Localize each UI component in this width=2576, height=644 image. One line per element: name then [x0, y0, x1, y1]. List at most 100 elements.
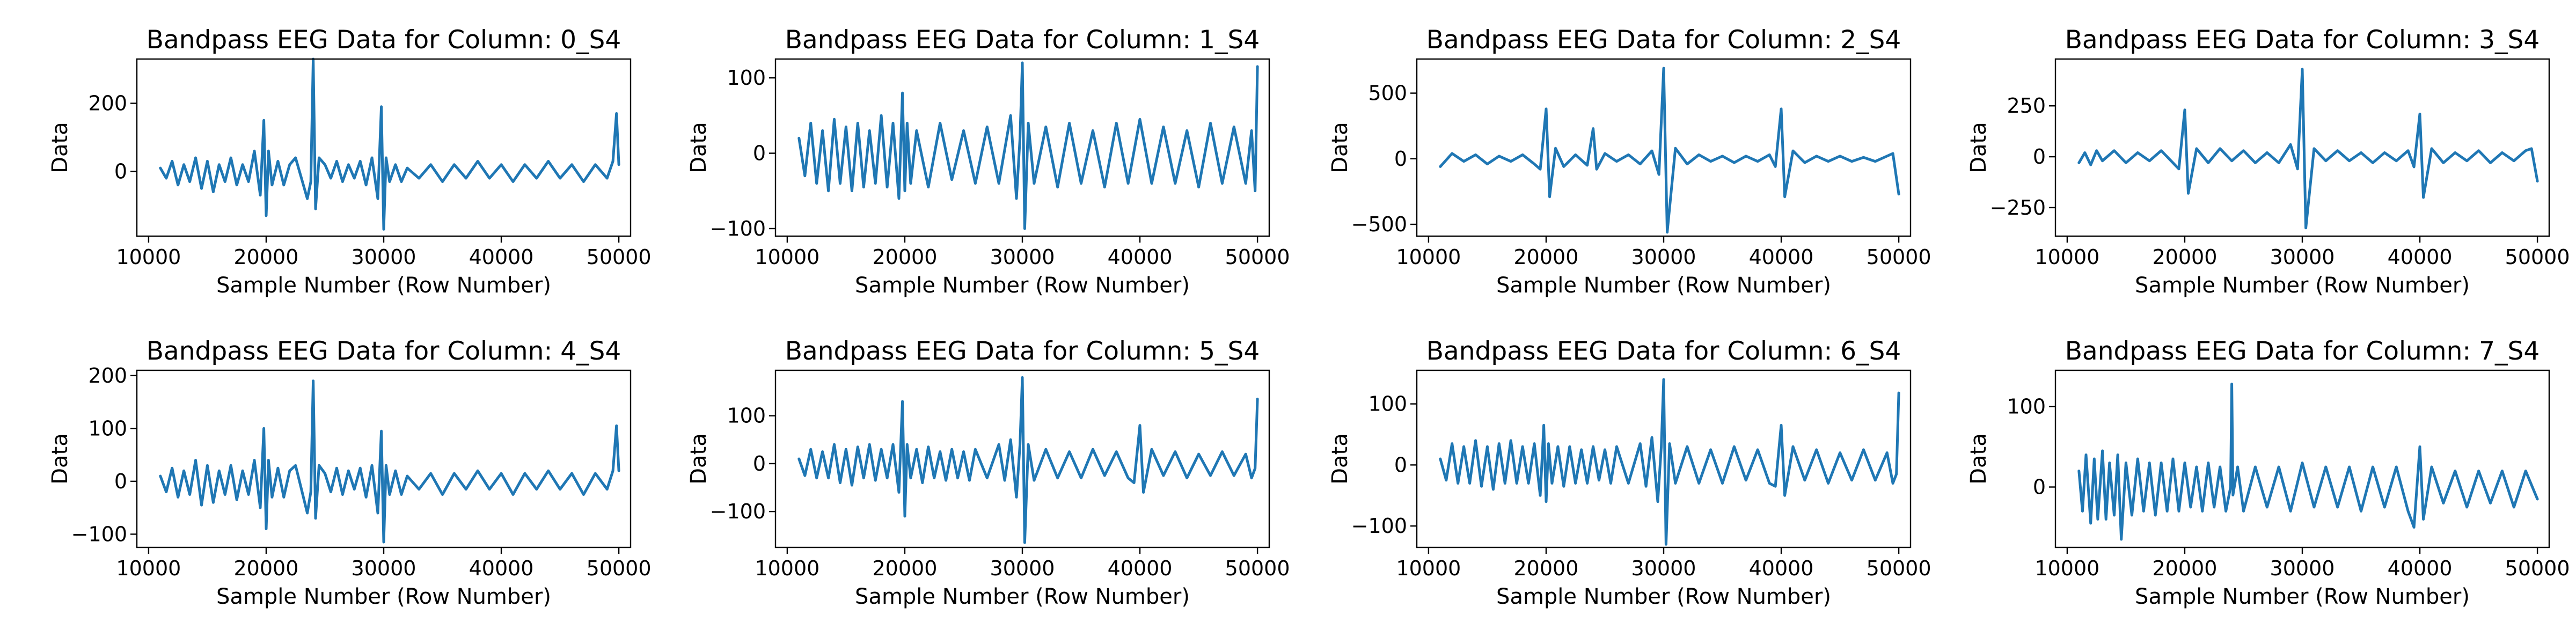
x-tick-label: 10000: [1396, 557, 1461, 580]
x-tick-label: 40000: [1108, 245, 1173, 269]
x-tick-label: 10000: [755, 245, 819, 269]
y-tick-label: 100: [88, 416, 127, 440]
x-tick-label: 50000: [2505, 245, 2570, 269]
y-tick-label: 100: [1368, 392, 1407, 416]
subplot-0: 10000 20000 30000 40000 50000 0 200 Bandpass EE…: [48, 25, 652, 298]
x-tick-label: 10000: [755, 557, 819, 580]
subplot-5: 10000 20000 30000 40000 50000 −100 0 100 Bandpas…: [686, 336, 1290, 609]
x-tick-label: 50000: [1225, 557, 1290, 580]
y-tick-label: 0: [1394, 147, 1407, 171]
y-tick-label: −250: [1990, 196, 2046, 219]
series-line: [159, 57, 620, 231]
x-tick-label: 30000: [1631, 245, 1696, 269]
x-tick-label: 50000: [1867, 557, 1931, 580]
y-tick-label: 0: [1394, 453, 1407, 477]
subplot-title: Bandpass EEG Data for Column: 6_S4: [1426, 336, 1901, 366]
y-tick-label: −100: [710, 500, 766, 523]
x-tick-label: 40000: [1108, 557, 1173, 580]
x-tick-label: 10000: [2035, 245, 2099, 269]
x-axis-label: Sample Number (Row Number): [2135, 273, 2470, 298]
x-tick-label: 20000: [873, 245, 938, 269]
x-tick-label: 30000: [2270, 557, 2335, 580]
y-tick-label: 100: [727, 66, 766, 90]
y-tick-label: 0: [753, 142, 766, 165]
y-axis-label: Data: [1966, 122, 1991, 173]
x-axis-label: Sample Number (Row Number): [855, 584, 1190, 609]
subplot-4: 10000 20000 30000 40000 50000 −100 0 100 200 Band…: [48, 336, 652, 609]
subplot-title: Bandpass EEG Data for Column: 7_S4: [2065, 336, 2540, 366]
series-line: [2077, 68, 2539, 230]
x-tick-label: 50000: [1225, 245, 1290, 269]
x-tick-label: 40000: [469, 557, 534, 580]
x-axis-label: Sample Number (Row Number): [855, 273, 1190, 298]
x-tick-label: 50000: [587, 245, 652, 269]
y-tick-label: 250: [2007, 94, 2046, 118]
y-axis-label: Data: [686, 122, 711, 173]
x-tick-label: 10000: [116, 245, 181, 269]
subplot-title: Bandpass EEG Data for Column: 4_S4: [147, 336, 621, 366]
x-axis-label: Sample Number (Row Number): [216, 584, 551, 609]
y-tick-label: −500: [1351, 213, 1407, 236]
series-line: [797, 61, 1259, 230]
y-axis-label: Data: [48, 433, 72, 485]
y-tick-label: 200: [88, 364, 127, 387]
x-axis-label: Sample Number (Row Number): [216, 273, 551, 298]
plot-frame: [2054, 369, 2550, 548]
y-tick-label: −100: [1351, 514, 1407, 538]
x-tick-label: 30000: [990, 557, 1055, 580]
subplot-title: Bandpass EEG Data for Column: 2_S4: [1426, 25, 1901, 55]
x-tick-label: 40000: [1749, 557, 1814, 580]
series-line: [159, 379, 620, 544]
x-tick-label: 30000: [352, 557, 416, 580]
x-tick-label: 50000: [587, 557, 652, 580]
x-tick-label: 20000: [2153, 245, 2218, 269]
subplot-6: 10000 20000 30000 40000 50000 −100 0 100 Bandpas…: [1328, 336, 1931, 609]
x-tick-label: 20000: [2153, 557, 2218, 580]
x-axis-label: Sample Number (Row Number): [1496, 273, 1831, 298]
x-tick-label: 10000: [2035, 557, 2099, 580]
y-tick-label: 500: [1368, 82, 1407, 105]
series-line: [2077, 383, 2539, 541]
subplot-title: Bandpass EEG Data for Column: 0_S4: [147, 25, 621, 55]
series-line: [1439, 67, 1900, 234]
x-tick-label: 30000: [990, 245, 1055, 269]
subplot-7: 10000 20000 30000 40000 50000 0 100 Bandpass EE…: [1966, 336, 2570, 609]
x-tick-label: 40000: [469, 245, 534, 269]
y-tick-label: 0: [753, 452, 766, 475]
x-tick-label: 20000: [234, 557, 299, 580]
x-tick-label: 10000: [1396, 245, 1461, 269]
y-tick-label: 200: [88, 92, 127, 115]
x-tick-label: 50000: [2505, 557, 2570, 580]
y-axis-label: Data: [1328, 122, 1352, 173]
x-tick-label: 30000: [352, 245, 416, 269]
x-tick-label: 40000: [1749, 245, 1814, 269]
x-tick-label: 30000: [1631, 557, 1696, 580]
subplot-1: 10000 20000 30000 40000 50000 −100 0 100 Bandpas…: [686, 25, 1290, 298]
x-tick-label: 20000: [234, 245, 299, 269]
x-tick-label: 20000: [1514, 557, 1579, 580]
subplot-title: Bandpass EEG Data for Column: 5_S4: [785, 336, 1260, 366]
subplot-title: Bandpass EEG Data for Column: 1_S4: [785, 25, 1260, 55]
y-axis-label: Data: [48, 122, 72, 173]
y-axis-label: Data: [1328, 433, 1352, 485]
x-axis-label: Sample Number (Row Number): [1496, 584, 1831, 609]
series-line: [1439, 378, 1900, 546]
x-tick-label: 20000: [1514, 245, 1579, 269]
subplot-title: Bandpass EEG Data for Column: 3_S4: [2065, 25, 2540, 55]
y-tick-label: 100: [727, 404, 766, 428]
y-tick-label: −100: [710, 217, 766, 240]
y-axis-label: Data: [1966, 433, 1991, 485]
x-axis-label: Sample Number (Row Number): [2135, 584, 2470, 609]
x-tick-label: 50000: [1867, 245, 1931, 269]
series-line: [797, 376, 1259, 544]
subplot-2: 10000 20000 30000 40000 50000 −500 0 500 Bandpas…: [1328, 25, 1931, 298]
x-tick-label: 10000: [116, 557, 181, 580]
y-tick-label: −100: [71, 522, 127, 546]
y-tick-label: 100: [2007, 395, 2046, 419]
y-tick-label: 0: [2033, 475, 2046, 499]
x-tick-label: 20000: [873, 557, 938, 580]
x-tick-label: 40000: [2388, 245, 2453, 269]
subplot-3: 10000 20000 30000 40000 50000 −250 0 250 Bandpas…: [1966, 25, 2570, 298]
y-tick-label: 0: [114, 159, 127, 183]
